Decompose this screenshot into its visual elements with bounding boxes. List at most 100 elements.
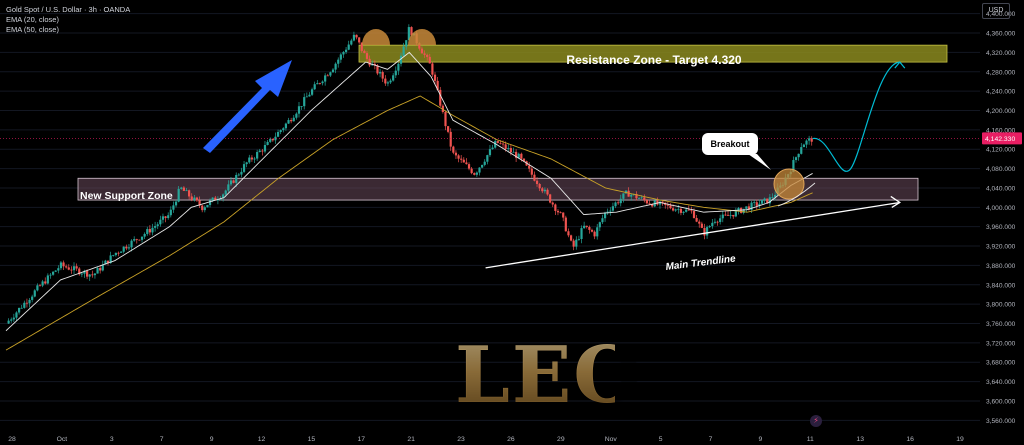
candle-body (703, 227, 706, 236)
candle-body (256, 152, 259, 159)
candle-body (337, 59, 340, 64)
candle-body (297, 106, 301, 114)
candle-body (7, 320, 10, 324)
y-tick-label: 3,800.000 (986, 302, 1016, 309)
y-tick-label: 4,160.000 (986, 127, 1016, 134)
candle-body (546, 189, 549, 195)
candle-body (10, 319, 13, 321)
candle-body (483, 161, 486, 165)
candle-body (535, 180, 539, 184)
uptrend-arrow (203, 60, 292, 153)
candle-body (376, 65, 379, 74)
candle-body (303, 97, 306, 107)
candle-body (159, 219, 162, 225)
candle-body (148, 229, 151, 233)
candle-body (271, 138, 274, 141)
trendline-label: Main Trendline (665, 253, 737, 273)
ema50-line (5, 95, 813, 351)
candle-body (517, 153, 520, 158)
candle-body (180, 187, 183, 189)
x-tick-label: 12 (258, 436, 266, 443)
y-axis-bg[interactable] (980, 0, 1024, 445)
candle-body (724, 214, 727, 216)
candle-body (593, 231, 596, 237)
candle-body (195, 197, 199, 201)
lightning-icon[interactable]: ⚡ (810, 415, 822, 427)
candle-body (640, 197, 643, 199)
candle-body (25, 302, 29, 304)
candle-body (188, 190, 191, 197)
candle-body (185, 190, 188, 192)
y-tick-label: 4,240.000 (986, 89, 1016, 96)
candle-body (125, 246, 128, 249)
candle-body (201, 205, 204, 211)
candle-body (760, 200, 764, 204)
candle-body (51, 271, 55, 275)
leo-watermark: LEO (455, 330, 644, 421)
candle-body (515, 151, 518, 158)
candle-body (705, 227, 709, 236)
candle-body (154, 226, 157, 228)
candle-body (174, 201, 178, 206)
y-axis: 4,400.000 4,360.000 4,320.000 4,280.000 4,24… (980, 0, 1024, 445)
y-tick-label: 4,120.000 (986, 147, 1016, 154)
candle-body (700, 223, 703, 228)
candle-body (658, 201, 662, 205)
ema50-label: EMA (50, close) (6, 25, 59, 34)
x-axis-bg[interactable] (0, 430, 1024, 445)
candle-body (46, 275, 49, 284)
candle-body (598, 222, 601, 228)
y-tick-label: 4,000.000 (986, 205, 1016, 212)
ema20-label: EMA (20, close) (6, 15, 59, 24)
candle-body (533, 174, 536, 181)
candle-body (93, 273, 97, 276)
candle-body (481, 164, 484, 168)
candle-body (428, 56, 431, 64)
candle-body (426, 54, 429, 57)
candle-body (360, 42, 363, 51)
candle-body (713, 221, 717, 223)
candle-body (229, 180, 233, 185)
candle-body (719, 218, 722, 223)
candle-body (423, 53, 426, 55)
candle-body (454, 152, 458, 156)
candle-body (462, 159, 465, 163)
y-tick-label: 3,920.000 (986, 244, 1016, 251)
y-tick-label: 3,560.000 (986, 418, 1016, 425)
candle-body (339, 54, 342, 60)
candle-body (611, 206, 615, 211)
candle-body (698, 221, 701, 224)
candle-body (313, 84, 316, 90)
candle-body (729, 214, 732, 216)
candle-body (169, 209, 172, 216)
candle-body (329, 72, 332, 76)
candle-body (156, 224, 159, 227)
candle-body (467, 164, 471, 169)
candle-body (365, 53, 369, 59)
candle-body (15, 312, 18, 318)
candle-body (80, 273, 83, 275)
emas (5, 51, 813, 351)
candle-body (538, 183, 541, 189)
candle-body (62, 262, 65, 267)
currency-button[interactable]: USD (982, 3, 1010, 19)
trendline-arrowhead (890, 195, 901, 209)
x-tick-label: 11 (807, 436, 814, 443)
candle-body (606, 211, 609, 213)
candle-body (617, 202, 620, 204)
candle-body (274, 136, 277, 141)
candle-body (661, 201, 664, 203)
candle-body (648, 203, 651, 205)
candle-body (682, 211, 685, 213)
x-tick-label: 7 (709, 436, 713, 443)
candle-body (350, 40, 353, 45)
candle-body (556, 210, 560, 213)
candle-body (397, 63, 400, 71)
candle-body (512, 151, 515, 153)
zones (77, 44, 948, 201)
candle-body (601, 218, 604, 223)
y-tick-label: 4,040.000 (986, 185, 1016, 192)
candle-body (17, 307, 21, 313)
candle-body (117, 252, 120, 254)
